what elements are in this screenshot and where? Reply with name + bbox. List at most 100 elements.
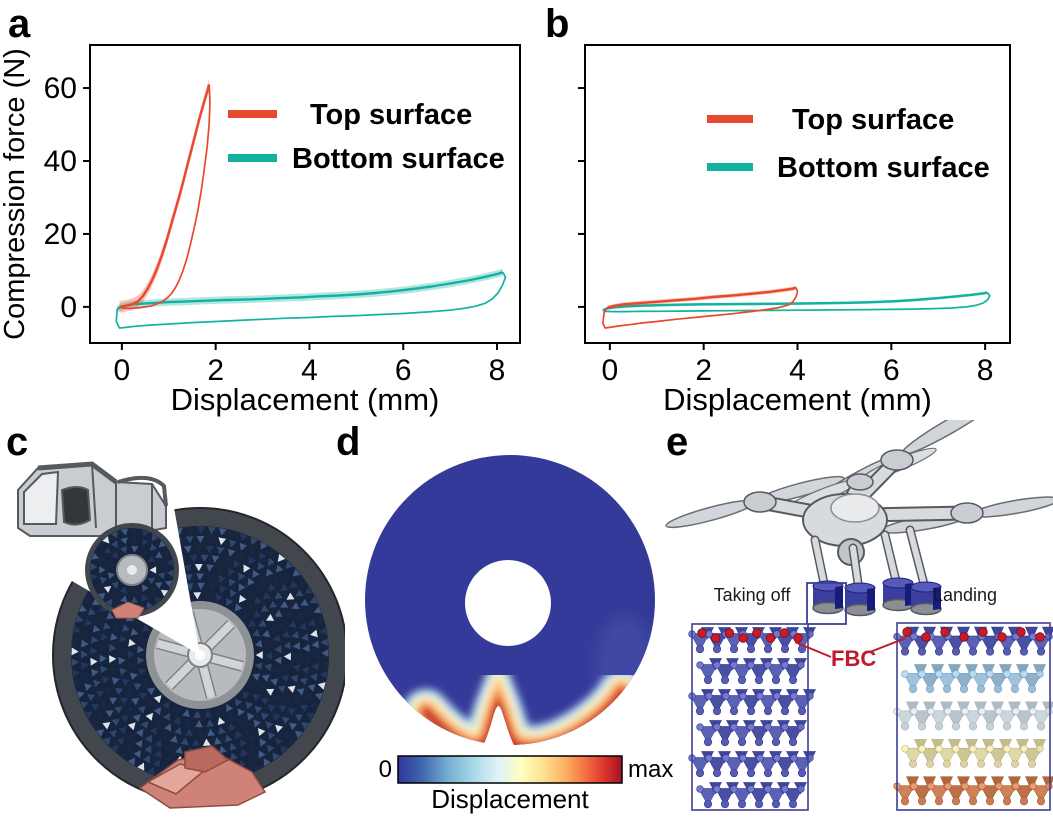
- lattice-cell: [262, 629, 271, 638]
- lattice-cell: [95, 543, 104, 551]
- lattice-cell: [137, 645, 145, 654]
- lattice-cell: [254, 763, 262, 772]
- lattice-cell: [112, 622, 121, 630]
- lattice-cell: [206, 564, 214, 572]
- lattice-cell: [280, 600, 289, 608]
- lattice-cell: [138, 667, 147, 676]
- lattice-cell: [141, 538, 149, 547]
- lattice-cell: [272, 752, 280, 761]
- lattice-cell: [100, 700, 109, 708]
- lattice-cell: [127, 757, 135, 766]
- fbc-node: [959, 632, 969, 642]
- lattice-cell: [158, 540, 166, 548]
- lattice-cell: [204, 592, 213, 600]
- lattice-cell: [204, 710, 213, 718]
- lattice-cell: [1014, 710, 1034, 729]
- lattice-cell: [99, 604, 108, 612]
- lattice-cell: [227, 568, 236, 577]
- lattice-cell: [95, 614, 104, 622]
- lattice-cell: [895, 710, 915, 729]
- lattice-cell: [920, 747, 940, 766]
- lattice-cell: [282, 572, 291, 580]
- lattice-cell: [311, 662, 319, 671]
- lattice-cell: [274, 656, 282, 665]
- fbc-label: FBC: [831, 646, 877, 671]
- lattice-cell: [218, 575, 226, 584]
- lattice-cell: [103, 737, 111, 746]
- lattice-cell: [151, 533, 159, 542]
- lattice-cell: [1022, 673, 1042, 691]
- lattice-cell: [269, 547, 277, 556]
- x-tick-label: 4: [789, 354, 806, 387]
- lattice-cell: [119, 634, 128, 643]
- lattice-cell: [124, 744, 133, 753]
- lattice-cell: [267, 744, 275, 753]
- lattice-cell: [154, 718, 162, 727]
- drone-foot: [812, 580, 844, 615]
- lattice-cell: [707, 757, 727, 776]
- lattice-cell: [240, 533, 248, 542]
- lattice-cell: [87, 693, 96, 702]
- lattice-cell: [99, 643, 108, 652]
- lattice-cell: [146, 687, 155, 696]
- lattice-cell: [775, 695, 795, 714]
- lattice-cell: [228, 578, 236, 587]
- lattice-cell: [241, 610, 250, 619]
- lattice-cell: [141, 548, 149, 556]
- lattice-cell: [267, 557, 276, 566]
- lattice-cell: [162, 701, 170, 710]
- legend-label-Bottom surface: Bottom surface: [777, 152, 990, 184]
- lattice-cell: [274, 591, 283, 600]
- lattice-cell: [690, 695, 710, 714]
- lattice-cell: [282, 730, 291, 739]
- lattice-cell: [196, 526, 205, 534]
- lattice-cell: [715, 788, 735, 807]
- lattice-cell: [189, 554, 198, 563]
- lattice-cell: [183, 545, 192, 554]
- lattice-cell: [218, 527, 227, 536]
- lattice-cell: [193, 592, 202, 600]
- lattice-cell: [1022, 747, 1042, 766]
- lattice-cell: [125, 706, 134, 714]
- lattice-cell: [121, 678, 130, 687]
- lattice-cell: [205, 545, 214, 553]
- lattice-cell: [285, 610, 294, 618]
- lattice-cell: [275, 737, 283, 746]
- lattice-cell: [102, 622, 111, 630]
- lattice-cell: [185, 728, 193, 737]
- lattice-cell: [90, 720, 99, 729]
- lattice-cell: [224, 734, 233, 743]
- hub-spoke: [156, 639, 190, 656]
- lattice-cell: [229, 742, 238, 751]
- lattice-cell: [202, 738, 211, 746]
- lattice-cell: [254, 662, 263, 671]
- panel-label-e: e: [666, 420, 689, 464]
- x-axis-label: Displacement (mm): [171, 382, 440, 417]
- lattice-cell: [292, 568, 301, 577]
- lattice-cell: [302, 655, 310, 664]
- lattice-cell: [110, 744, 119, 753]
- panel-label-d: d: [336, 420, 361, 464]
- lattice-cell: [1014, 785, 1034, 804]
- lattice-cell: [317, 682, 326, 690]
- lattice-cell: [258, 619, 267, 627]
- lattice-cell: [267, 732, 276, 740]
- lattice-cell: [109, 730, 118, 738]
- lattice-cell: [111, 551, 119, 559]
- rover-seat: [60, 486, 92, 526]
- lattice-cell: [145, 700, 154, 709]
- lattice-cell: [162, 712, 170, 721]
- lattice-cell: [166, 569, 174, 577]
- lattice-cell: [90, 635, 99, 644]
- hub-spoke: [205, 621, 234, 650]
- lattice-cell: [282, 663, 291, 672]
- y-tick-label: 40: [44, 145, 77, 178]
- lattice-cell: [254, 639, 263, 648]
- lattice-cell: [157, 571, 165, 580]
- lattice-cell: [988, 673, 1008, 691]
- lattice-cell: [291, 602, 300, 610]
- lattice-cell: [246, 601, 255, 610]
- lattice-cell: [732, 788, 752, 807]
- fbc-node: [752, 628, 762, 638]
- lattice-cell: [194, 564, 203, 572]
